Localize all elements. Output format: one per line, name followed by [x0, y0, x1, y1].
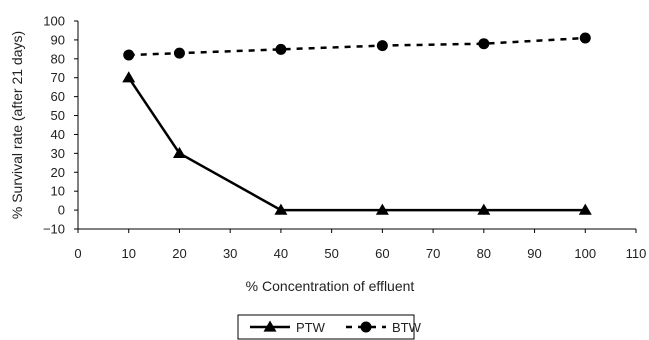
legend: PTW BTW [237, 314, 422, 340]
y-tick-label: 0 [58, 203, 65, 218]
y-tick-label: 90 [51, 32, 65, 47]
x-tick-label: 80 [477, 246, 491, 261]
y-tick-label: 20 [51, 165, 65, 180]
y-tick-label: 60 [51, 89, 65, 104]
y-tick-label: −10 [43, 222, 65, 237]
data-point-ptw [122, 71, 136, 83]
series-layer [122, 32, 592, 215]
y-tick-label: 40 [51, 127, 65, 142]
series-btw [123, 32, 591, 61]
x-tick-label: 0 [74, 246, 81, 261]
y-tick-label: 70 [51, 70, 65, 85]
y-tick-label: 50 [51, 108, 65, 123]
data-point-ptw [477, 203, 491, 215]
x-tick-label: 50 [324, 246, 338, 261]
legend-marker-btw [360, 321, 372, 333]
y-axis-ticks: −10 0 10 20 30 40 50 60 70 80 90 100 [43, 14, 78, 237]
legend-marker-ptw [263, 320, 277, 332]
y-axis-title: % Survival rate (after 21 days) [9, 31, 25, 219]
data-point-ptw [172, 146, 186, 159]
x-tick-label: 110 [626, 246, 647, 261]
data-point-ptw [274, 203, 288, 215]
data-point-btw [579, 32, 591, 44]
data-point-btw [376, 40, 388, 52]
x-tick-label: 10 [121, 246, 135, 261]
x-tick-label: 40 [274, 246, 288, 261]
data-point-btw [123, 49, 135, 61]
series-ptw [122, 71, 592, 215]
data-point-btw [275, 43, 287, 55]
x-axis-ticks: 0 10 20 30 40 50 60 70 80 90 100 110 [74, 229, 646, 261]
x-tick-label: 30 [223, 246, 237, 261]
x-tick-label: 60 [375, 246, 389, 261]
x-tick-label: 90 [527, 246, 541, 261]
series-line-ptw [127, 77, 586, 212]
data-point-btw [173, 47, 185, 59]
y-tick-label: 10 [51, 184, 65, 199]
x-tick-label: 100 [574, 246, 596, 261]
legend-label-ptw: PTW [296, 320, 326, 335]
data-point-ptw [578, 203, 592, 215]
x-axis-title: % Concentration of effluent [246, 278, 415, 294]
series-line-btw [128, 36, 586, 57]
data-point-btw [478, 38, 490, 50]
y-tick-label: 30 [51, 146, 65, 161]
y-tick-label: 80 [51, 51, 65, 66]
data-point-ptw [375, 203, 389, 215]
y-tick-label: 100 [43, 14, 65, 29]
x-tick-label: 70 [426, 246, 440, 261]
axes [77, 21, 636, 230]
legend-label-btw: BTW [392, 320, 422, 335]
x-tick-label: 20 [172, 246, 186, 261]
